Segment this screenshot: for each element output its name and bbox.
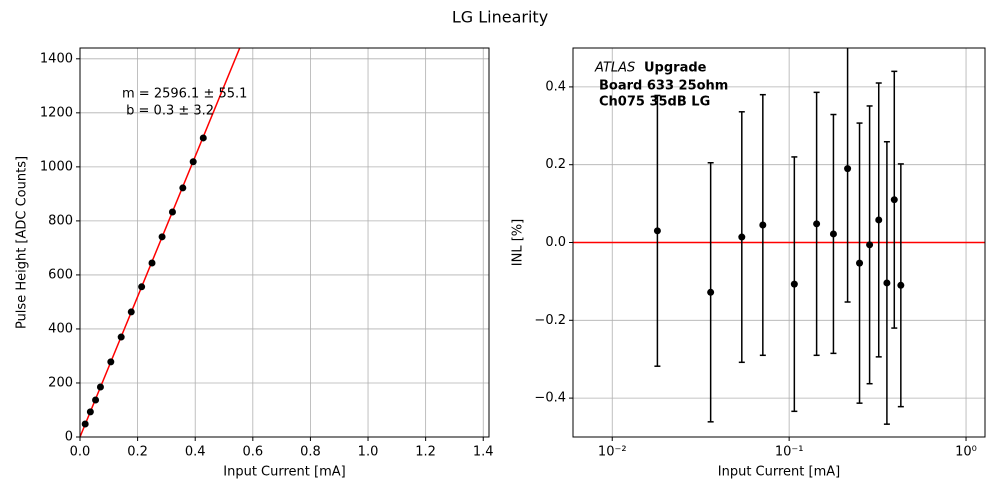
- y-tick-label: 800: [48, 213, 73, 228]
- y-tick-label: 1400: [40, 51, 73, 66]
- data-point: [875, 216, 883, 224]
- x-tick-label: 0.6: [242, 445, 263, 460]
- y-tick-label: 0.2: [545, 157, 566, 172]
- x-tick-label: 0.0: [70, 445, 91, 460]
- axes-frame: [79, 47, 490, 438]
- y-tick-label: 1200: [40, 105, 73, 120]
- data-point: [856, 259, 864, 267]
- x-tick-label: 10⁻¹: [775, 445, 804, 460]
- subplot: 0.0 0.2 0.4 0.6 0.8 1.0 1.2 1.4 0 200 400 600 800 100…: [15, 47, 494, 480]
- y-tick-label: −0.4: [534, 391, 566, 406]
- subplot: 10⁻² 10⁻¹ 10⁰ −0.4 −0.2 0.0 0.2 0.4 Input Curren…: [511, 47, 986, 480]
- data-point: [96, 383, 104, 391]
- data-point: [653, 227, 661, 235]
- data-point: [127, 308, 135, 316]
- annotation-italic: ATLAS: [594, 61, 635, 76]
- data-point: [844, 165, 852, 173]
- y-tick-label: 0.4: [545, 79, 566, 94]
- data-point: [890, 196, 898, 204]
- data-point: [829, 230, 837, 238]
- fit-line: [80, 48, 241, 437]
- x-tick-label: 1.0: [358, 445, 379, 460]
- y-axis-label: Pulse Height [ADC Counts]: [15, 156, 30, 329]
- data-point: [107, 358, 115, 366]
- x-tick-label: 0.2: [127, 445, 148, 460]
- data-point: [179, 184, 187, 192]
- annotation-bold: Upgrade: [644, 61, 707, 76]
- x-axis-label: Input Current [mA]: [718, 465, 840, 480]
- fit-annotation: m = 2596.1 ± 55.1: [122, 87, 247, 102]
- data-point: [707, 288, 715, 296]
- y-tick-label: 400: [48, 321, 73, 336]
- y-tick-label: 1000: [40, 159, 73, 174]
- data-point: [168, 208, 176, 216]
- data-point: [883, 279, 891, 287]
- y-tick-label: 600: [48, 267, 73, 282]
- figure-title: LG Linearity: [452, 8, 548, 27]
- x-tick-label: 1.2: [415, 445, 436, 460]
- data-point: [138, 283, 146, 291]
- data-point: [81, 420, 89, 428]
- y-tick-label: −0.2: [534, 313, 566, 328]
- data-point: [813, 220, 821, 228]
- data-point: [158, 233, 166, 241]
- annotation-line: Board 633 25ohm: [599, 79, 728, 94]
- data-point: [866, 241, 874, 249]
- data-point: [759, 221, 767, 229]
- y-tick-label: 200: [48, 375, 73, 390]
- fit-annotation: b = 0.3 ± 3.2: [122, 104, 214, 119]
- x-axis-label: Input Current [mA]: [223, 465, 345, 480]
- x-tick-label: 0.8: [300, 445, 321, 460]
- data-point: [92, 396, 100, 404]
- plot-area: [573, 48, 985, 425]
- data-point: [86, 408, 94, 416]
- y-tick-label: 0: [65, 430, 73, 445]
- x-tick-label: 1.4: [473, 445, 494, 460]
- x-tick-label: 0.4: [185, 445, 206, 460]
- data-point: [897, 281, 905, 289]
- axes-frame: [572, 47, 986, 438]
- data-point: [790, 280, 798, 288]
- y-axis-label: INL [%]: [511, 219, 526, 266]
- y-tick-label: 0.0: [545, 235, 566, 250]
- data-point: [117, 333, 125, 341]
- x-tick-label: 10⁰: [955, 445, 977, 460]
- annotation-line: Ch075 35dB LG: [599, 95, 710, 110]
- data-point: [148, 259, 156, 267]
- plot-area: [80, 48, 241, 437]
- data-point: [738, 233, 746, 241]
- data-point: [199, 134, 207, 142]
- data-point: [189, 158, 197, 166]
- x-tick-label: 10⁻²: [598, 445, 627, 460]
